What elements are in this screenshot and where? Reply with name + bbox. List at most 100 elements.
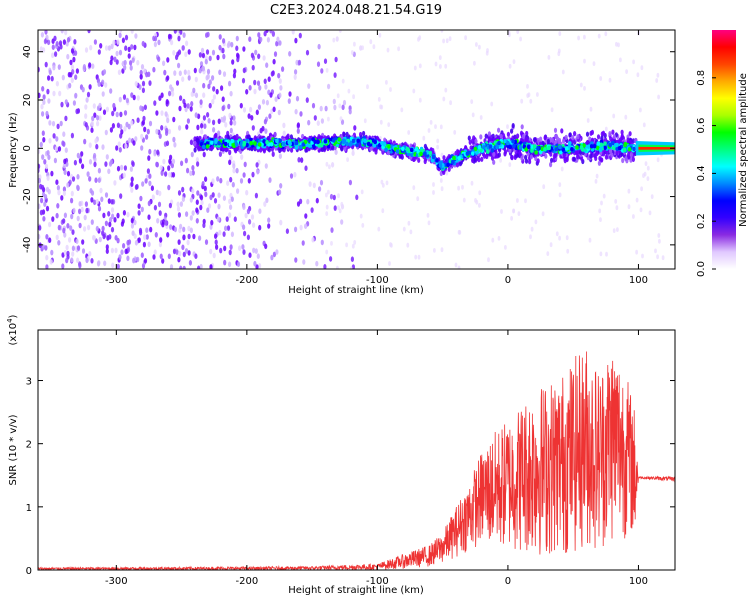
noise-mark <box>148 80 152 86</box>
signal-mark <box>443 162 448 167</box>
noise-mark <box>152 254 156 260</box>
signal-mark <box>416 149 420 154</box>
signal-mark <box>600 135 604 141</box>
noise-mark <box>262 55 266 61</box>
noise-mark <box>412 88 416 94</box>
noise-mark <box>277 72 281 79</box>
noise-mark <box>512 59 516 64</box>
noise-mark <box>123 59 127 66</box>
noise-mark <box>119 30 123 33</box>
noise-mark <box>230 41 234 48</box>
noise-mark <box>48 120 52 126</box>
noise-mark <box>478 203 481 208</box>
signal-mark <box>612 145 616 151</box>
noise-mark <box>444 63 448 69</box>
noise-mark <box>68 237 72 243</box>
noise-mark <box>120 129 124 135</box>
noise-mark <box>46 150 50 156</box>
noise-mark <box>288 91 292 97</box>
noise-mark <box>97 49 101 55</box>
noise-mark <box>41 184 45 191</box>
noise-mark <box>65 244 69 251</box>
noise-mark <box>208 55 212 62</box>
noise-mark <box>212 119 216 126</box>
noise-mark <box>221 96 225 102</box>
noise-mark <box>440 186 444 192</box>
noise-mark <box>179 223 183 230</box>
signal-mark <box>214 132 218 138</box>
noise-mark <box>50 75 54 82</box>
noise-mark <box>211 49 216 56</box>
noise-mark <box>196 124 200 131</box>
noise-mark <box>304 165 308 171</box>
signal-mark <box>558 144 562 150</box>
noise-mark <box>171 91 175 97</box>
noise-mark <box>409 229 413 235</box>
noise-mark <box>504 245 507 250</box>
noise-mark <box>242 46 246 52</box>
noise-mark <box>110 226 115 233</box>
noise-mark <box>640 186 643 192</box>
noise-mark <box>71 245 75 252</box>
noise-mark <box>141 80 146 87</box>
noise-mark <box>52 133 56 139</box>
noise-mark <box>111 123 115 129</box>
noise-mark <box>190 151 194 158</box>
noise-mark <box>212 127 216 133</box>
signal-mark <box>417 157 421 163</box>
noise-mark <box>143 104 147 111</box>
signal-mark <box>610 152 614 158</box>
noise-mark <box>297 157 301 163</box>
noise-mark <box>265 30 269 33</box>
noise-mark <box>51 120 56 127</box>
signal-mark <box>278 147 282 154</box>
signal-mark <box>242 140 247 146</box>
noise-mark <box>282 122 286 129</box>
noise-mark <box>338 208 342 214</box>
spectrogram-y-label: Frequency (Hz) <box>8 112 19 188</box>
noise-mark <box>62 218 66 224</box>
signal-mark <box>471 151 475 156</box>
noise-mark <box>167 128 172 135</box>
noise-mark <box>307 83 311 89</box>
noise-mark <box>251 171 255 178</box>
noise-mark <box>173 226 177 233</box>
noise-mark <box>229 204 233 210</box>
noise-mark <box>269 92 273 98</box>
signal-mark <box>249 137 253 142</box>
noise-mark <box>261 99 266 105</box>
signal-mark <box>564 146 569 151</box>
signal-mark <box>257 142 262 147</box>
noise-mark <box>152 66 156 73</box>
y-tick-label: 0 <box>22 145 33 151</box>
y-tick-label: 3 <box>26 377 32 388</box>
noise-mark <box>379 104 382 110</box>
signal-mark <box>544 153 548 159</box>
noise-mark <box>83 138 87 145</box>
noise-mark <box>327 189 330 195</box>
noise-mark <box>209 264 213 269</box>
noise-mark <box>58 90 62 97</box>
noise-mark <box>461 184 464 190</box>
noise-mark <box>164 111 168 117</box>
noise-mark <box>175 80 180 86</box>
noise-mark <box>200 199 204 206</box>
noise-mark <box>311 237 315 243</box>
noise-mark <box>656 157 660 163</box>
noise-mark <box>88 251 92 257</box>
noise-mark <box>487 257 490 263</box>
noise-mark <box>169 84 173 90</box>
noise-mark <box>644 161 648 167</box>
noise-mark <box>296 128 300 134</box>
signal-mark <box>615 150 619 156</box>
noise-mark <box>211 98 215 105</box>
noise-mark <box>612 228 616 234</box>
noise-mark <box>233 68 237 75</box>
noise-mark <box>240 154 244 160</box>
noise-mark <box>207 118 211 124</box>
x-tick-label: -200 <box>236 576 259 587</box>
noise-mark <box>101 144 105 150</box>
noise-mark <box>529 98 533 104</box>
signal-mark <box>471 157 475 163</box>
noise-mark <box>279 183 283 189</box>
